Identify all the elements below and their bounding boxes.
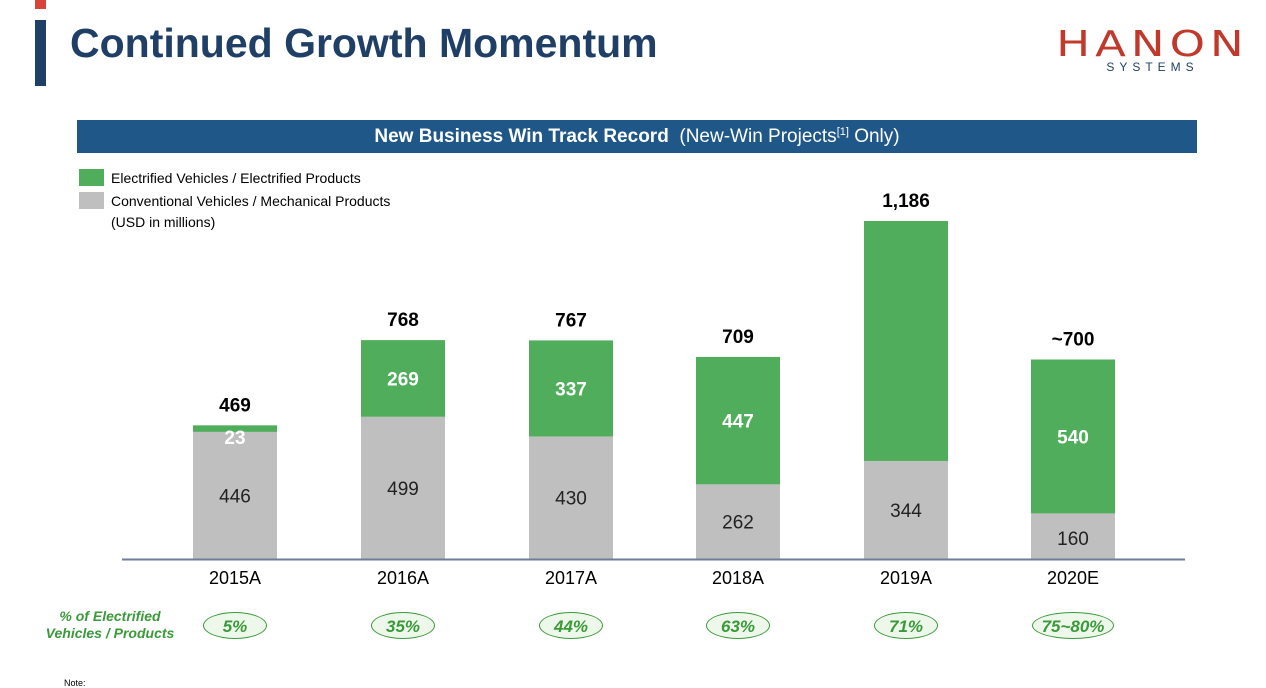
percent-electrified-badge: 63%	[706, 612, 770, 639]
bar-conventional	[864, 460, 948, 559]
data-label-total: 768	[387, 310, 419, 331]
logo-wordmark: HANON	[1056, 24, 1249, 65]
percent-electrified-badge: 35%	[371, 612, 435, 639]
logo-subtitle: SYSTEMS	[1106, 60, 1199, 74]
bar-electrified	[1031, 359, 1115, 514]
percent-row-label-line1: % of Electrified	[59, 608, 161, 624]
percent-electrified-badge: 75~80%	[1032, 612, 1114, 639]
bar-electrified	[864, 221, 948, 461]
x-tick-label: 2015A	[209, 568, 261, 588]
percent-electrified-badge: 44%	[539, 612, 603, 639]
data-label-electrified: 269	[387, 369, 419, 390]
x-tick-label: 2020E	[1047, 568, 1099, 588]
data-label-conventional: 344	[890, 501, 922, 522]
bar-conventional	[696, 484, 780, 559]
x-tick-label: 2016A	[377, 568, 429, 588]
percent-electrified-badge: 5%	[203, 612, 267, 639]
data-label-total: 1,186	[882, 191, 930, 212]
legend-swatch-conventional	[79, 192, 104, 209]
banner-title: New Business Win Track Record	[374, 126, 669, 147]
data-label-conventional: 430	[555, 489, 587, 510]
data-label-electrified: 447	[722, 412, 754, 433]
bar-conventional	[193, 431, 277, 559]
data-label-total: ~700	[1052, 330, 1095, 351]
banner-subtitle-suffix: Only)	[848, 126, 900, 147]
legend-swatch-electrified	[79, 169, 104, 186]
percent-electrified-badge: 71%	[874, 612, 938, 639]
bar-electrified	[696, 356, 780, 485]
legend-units: (USD in millions)	[111, 214, 216, 230]
banner-footnote-ref: [1]	[836, 126, 849, 138]
data-label-total: 709	[722, 327, 754, 348]
data-label-total: 469	[219, 395, 251, 416]
company-logo: HANON SYSTEMS	[1056, 24, 1243, 76]
legend-label-electrified: Electrified Vehicles / Electrified Produ…	[111, 170, 361, 186]
data-label-electrified: 842	[890, 202, 922, 223]
bar-electrified	[529, 340, 613, 437]
bar-conventional	[1031, 513, 1115, 559]
bar-electrified	[193, 425, 277, 432]
percent-row-label-line2: Vehicles / Products	[45, 625, 175, 641]
chart-banner: New Business Win Track Record (New-Win P…	[77, 120, 1197, 153]
data-label-conventional: 262	[722, 513, 754, 534]
page-title: Continued Growth Momentum	[70, 20, 658, 66]
data-label-electrified: 540	[1057, 427, 1089, 448]
bar-conventional	[361, 416, 445, 559]
data-label-electrified: 23	[224, 428, 245, 449]
banner-subtitle-prefix: (New-Win Projects	[679, 126, 837, 147]
x-tick-label: 2019A	[880, 568, 932, 588]
data-label-conventional: 499	[387, 479, 419, 500]
data-label-conventional: 160	[1057, 529, 1089, 550]
footnote-label: Note:	[64, 678, 86, 688]
percent-row-label: % of Electrified Vehicles / Products	[30, 608, 190, 642]
legend-label-conventional: Conventional Vehicles / Mechanical Produ…	[111, 193, 391, 209]
x-tick-label: 2018A	[712, 568, 764, 588]
data-label-electrified: 337	[555, 379, 587, 400]
x-tick-label: 2017A	[545, 568, 597, 588]
accent-mark-red	[35, 0, 46, 9]
bar-conventional	[529, 436, 613, 559]
accent-bar	[35, 20, 46, 86]
data-label-conventional: 446	[219, 486, 251, 507]
bar-electrified	[361, 340, 445, 417]
data-label-total: 767	[555, 310, 587, 331]
